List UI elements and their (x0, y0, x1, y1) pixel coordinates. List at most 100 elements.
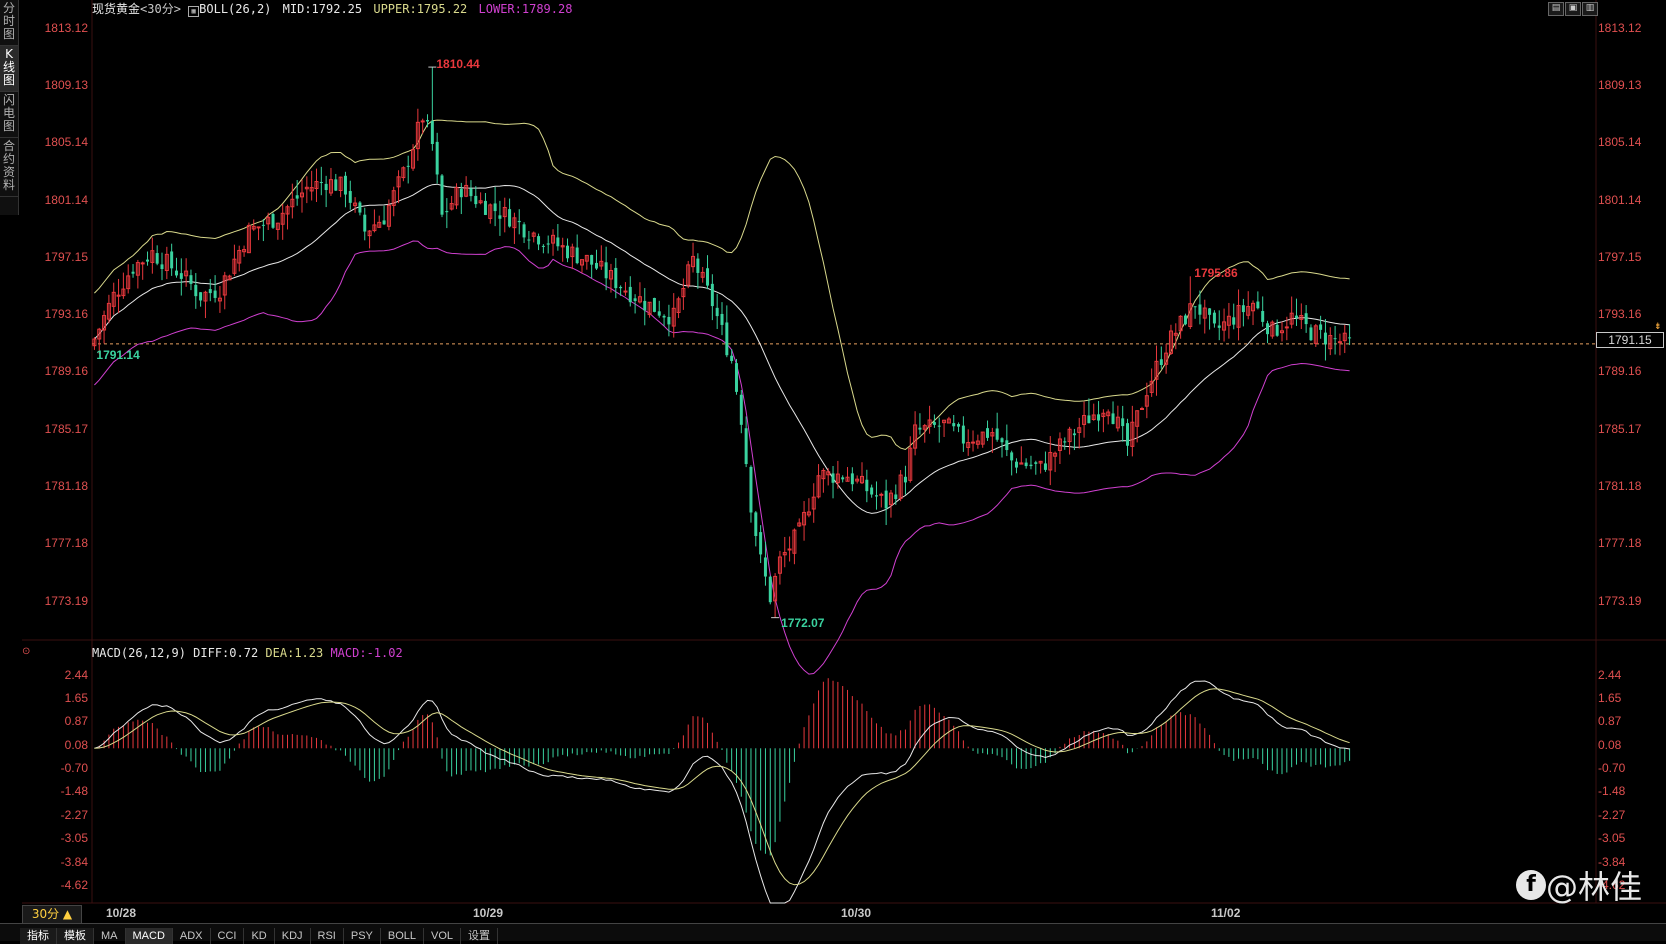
candle-body (1111, 413, 1115, 424)
candle-body (1212, 312, 1216, 324)
candle-body (628, 286, 632, 303)
candle-body (754, 512, 758, 537)
candle-body (1319, 324, 1323, 330)
candle-body (1087, 415, 1091, 424)
macd-name: MACD(26,12,9) (92, 646, 186, 660)
candle-body (1173, 332, 1178, 336)
candle-body (116, 294, 121, 297)
kline-chart[interactable] (0, 0, 1666, 922)
candle-body (189, 275, 193, 284)
boll-icon: ▦ (188, 6, 200, 17)
tab-rsi[interactable]: RSI (311, 928, 344, 944)
candle-body (637, 296, 642, 303)
candle-body (734, 363, 738, 392)
date-label: 10/29 (473, 906, 504, 920)
price-tick-label: 1777.18 (1598, 536, 1642, 551)
candle-body (1140, 408, 1144, 411)
boll-lower-line (94, 240, 1350, 675)
price-tick-label: 1809.13 (44, 77, 88, 92)
maximize-icon[interactable]: ▣ (1565, 2, 1581, 16)
candle-body (865, 479, 869, 492)
tab-contract-info[interactable]: 合约资料 (0, 138, 18, 197)
candle-body (348, 191, 352, 203)
tab-psy[interactable]: PSY (344, 928, 381, 944)
candle-body (1038, 460, 1043, 464)
candle-body (1101, 412, 1106, 418)
price-tick-label: 1793.16 (44, 307, 88, 322)
macd-dea: DEA:1.23 (265, 646, 324, 660)
tab-macd[interactable]: MACD (125, 928, 173, 944)
candle-body (1135, 410, 1140, 427)
candle-body (1168, 330, 1173, 354)
tab-adx[interactable]: ADX (173, 928, 211, 944)
tab-vol[interactable]: VOL (424, 928, 462, 944)
candle-body (1115, 416, 1120, 429)
indicator-name: BOLL(26,2) (199, 2, 272, 16)
candle-body (1251, 302, 1256, 312)
candle-body (155, 253, 159, 264)
candle-body (1275, 324, 1279, 336)
price-arrow-icon[interactable]: ⇟ (1654, 322, 1662, 332)
macd-tick-label: 0.08 (1598, 737, 1622, 752)
candle-body (749, 466, 753, 513)
tab-indicator[interactable]: 指标 (20, 928, 57, 944)
candle-body (584, 254, 589, 262)
tab-timeshare[interactable]: 分时图 (0, 0, 18, 46)
candle-body (401, 167, 406, 179)
side-tabs: 分时图 K线图 闪电图 合约资料 (0, 0, 19, 215)
candle-body (295, 195, 299, 199)
macd-tick-label: 0.08 (64, 737, 88, 752)
candle-body (271, 214, 275, 228)
candle-body (1063, 441, 1067, 443)
candle-body (353, 202, 358, 207)
candle-body (469, 188, 473, 197)
candle-body (1159, 359, 1163, 366)
boll-lower-value: LOWER:1789.28 (478, 2, 573, 16)
candle-body (430, 120, 434, 145)
candle-body (396, 176, 401, 188)
tab-cci[interactable]: CCI (211, 928, 245, 944)
tab-ma[interactable]: MA (94, 928, 126, 944)
period-selector[interactable]: 30分 ▲ (22, 905, 82, 924)
layout-icon[interactable]: ▤ (1548, 2, 1564, 16)
candle-body (1236, 305, 1241, 328)
candle-body (493, 203, 497, 212)
candle-body (908, 447, 913, 481)
macd-tick-label: -1.48 (60, 784, 88, 799)
candle-body (459, 188, 463, 198)
candle-body (290, 198, 295, 208)
tab-boll[interactable]: BOLL (381, 928, 425, 944)
start-annotation: 1791.14 (96, 347, 140, 362)
date-label: 11/02 (1211, 906, 1241, 920)
candle-body (367, 230, 372, 237)
tab-template[interactable]: 模板 (57, 928, 94, 944)
boll-mid-path (94, 183, 1350, 514)
candle-body (706, 268, 710, 286)
candle-body (546, 243, 550, 245)
candle-body (334, 179, 338, 191)
candle-body (382, 220, 386, 225)
macd-value: MACD:-1.02 (330, 646, 403, 660)
candle-body (566, 245, 570, 259)
candle-body (1010, 452, 1014, 461)
tab-kdj[interactable]: KDJ (275, 928, 311, 944)
candle-body (1202, 307, 1207, 319)
tab-flash[interactable]: 闪电图 (0, 92, 18, 138)
macd-settings-icon[interactable]: ⊙ (22, 646, 31, 657)
candle-body (454, 187, 459, 206)
tab-kd[interactable]: KD (244, 928, 275, 944)
candle-body (203, 291, 208, 302)
tab-kline[interactable]: K线图 (0, 46, 18, 92)
candle-body (1082, 415, 1087, 425)
macd-tick-label: 0.87 (1598, 714, 1622, 729)
candle-body (527, 239, 531, 241)
candle-body (686, 264, 691, 286)
candle-body (121, 288, 126, 297)
candle-body (888, 492, 893, 506)
candle-body (508, 209, 512, 227)
candle-body (643, 300, 647, 311)
restore-icon[interactable]: ▥ (1582, 2, 1598, 16)
candle-body (1226, 315, 1231, 326)
tab-settings[interactable]: 设置 (461, 928, 499, 944)
price-tick-label: 1789.16 (1598, 364, 1642, 379)
